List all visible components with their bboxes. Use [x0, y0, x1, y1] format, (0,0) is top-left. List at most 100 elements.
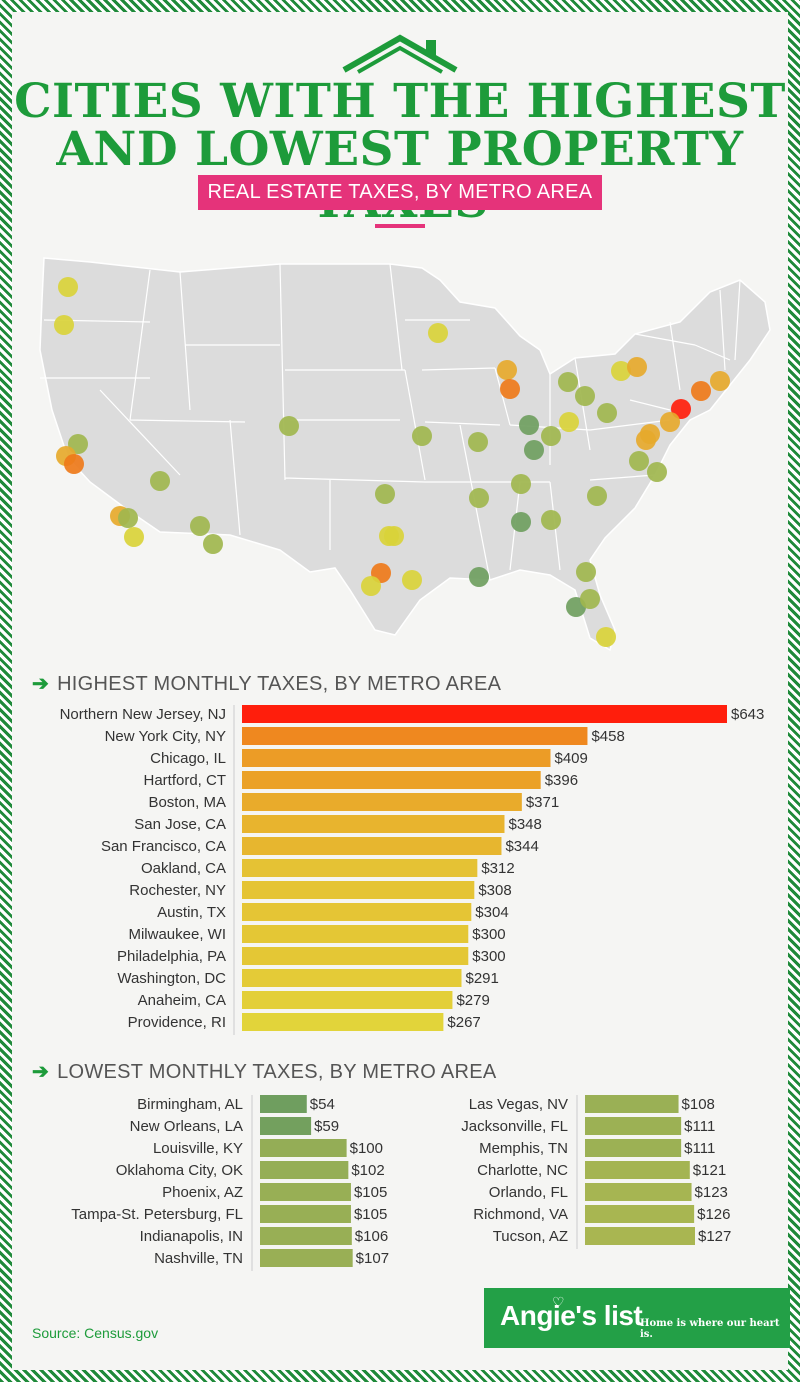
bar [242, 881, 475, 899]
bar [260, 1161, 349, 1179]
bar [585, 1205, 695, 1223]
brand-logo: Angie's list [500, 1300, 643, 1331]
metro-marker [597, 403, 617, 423]
highest-section-heading: ➔ HIGHEST MONTHLY TAXES, BY METRO AREA [32, 671, 501, 696]
category-label: Tampa-St. Petersburg, FL [71, 1206, 243, 1223]
metro-marker [576, 562, 596, 582]
data-label: $54 [310, 1096, 335, 1113]
data-label: $127 [698, 1228, 731, 1245]
bar [585, 1227, 695, 1245]
category-label: Birmingham, AL [137, 1096, 243, 1113]
category-label: Tucson, AZ [493, 1228, 568, 1245]
data-label: $643 [731, 706, 764, 723]
metro-marker [58, 277, 78, 297]
data-label: $409 [554, 750, 587, 767]
data-label: $371 [526, 794, 559, 811]
category-label: Oklahoma City, OK [116, 1162, 243, 1179]
metro-marker [469, 567, 489, 587]
data-label: $111 [684, 1118, 715, 1135]
bar [242, 749, 551, 767]
data-label: $59 [314, 1118, 339, 1135]
metro-marker [580, 589, 600, 609]
metro-marker [203, 534, 223, 554]
category-label: Northern New Jersey, NJ [60, 706, 226, 723]
metro-marker [468, 432, 488, 452]
data-label: $121 [693, 1162, 726, 1179]
metro-marker [660, 412, 680, 432]
metro-marker [611, 361, 631, 381]
metro-marker [150, 471, 170, 491]
bar [242, 837, 502, 855]
category-label: Phoenix, AZ [162, 1184, 243, 1201]
data-label: $108 [682, 1096, 715, 1113]
data-label: $279 [456, 992, 489, 1009]
bar [242, 1013, 444, 1031]
metro-marker [596, 627, 616, 647]
highest-chart-title: HIGHEST MONTHLY TAXES, BY METRO AREA [57, 673, 502, 695]
bar [242, 903, 472, 921]
metro-marker [279, 416, 299, 436]
metro-marker [541, 426, 561, 446]
data-label: $304 [475, 904, 508, 921]
metro-marker [511, 512, 531, 532]
category-label: New Orleans, LA [130, 1118, 243, 1135]
category-label: Hartford, CT [143, 772, 226, 789]
us-map [39, 257, 771, 652]
metro-marker [375, 484, 395, 504]
arrow-right-icon: ➔ [32, 673, 50, 695]
metro-marker [190, 516, 210, 536]
metro-marker [558, 372, 578, 392]
bar [260, 1139, 347, 1157]
data-label: $106 [355, 1228, 388, 1245]
bar [242, 969, 462, 987]
category-label: Las Vegas, NV [469, 1096, 568, 1113]
bar [260, 1227, 352, 1245]
bar [585, 1139, 682, 1157]
divider [375, 224, 425, 228]
data-label: $123 [695, 1184, 728, 1201]
bar [242, 925, 469, 943]
bar [242, 771, 541, 789]
category-label: New York City, NY [105, 728, 226, 745]
bar [260, 1117, 312, 1135]
bar [242, 947, 469, 965]
bar [242, 859, 478, 877]
bar [242, 727, 588, 745]
title-line-1: CITIES WITH THE HIGHEST [14, 74, 786, 129]
metro-marker [524, 440, 544, 460]
data-label: $308 [478, 882, 511, 899]
category-label: Richmond, VA [473, 1206, 568, 1223]
data-label: $267 [447, 1014, 480, 1031]
metro-marker [361, 576, 381, 596]
category-label: Providence, RI [128, 1014, 226, 1031]
data-label: $348 [508, 816, 541, 833]
data-label: $100 [350, 1140, 383, 1157]
category-label: Nashville, TN [154, 1250, 243, 1267]
category-label: Louisville, KY [153, 1140, 243, 1157]
category-label: Washington, DC [117, 970, 226, 987]
metro-marker [118, 508, 138, 528]
lowest-section-heading: ➔ LOWEST MONTHLY TAXES, BY METRO AREA [32, 1059, 497, 1084]
metro-marker [541, 510, 561, 530]
bar [260, 1183, 351, 1201]
metro-marker [647, 462, 667, 482]
category-label: Charlotte, NC [477, 1162, 568, 1179]
data-label: $107 [356, 1250, 389, 1267]
data-label: $300 [472, 948, 505, 965]
data-label: $126 [697, 1206, 730, 1223]
category-label: Boston, MA [148, 794, 226, 811]
metro-marker [54, 315, 74, 335]
category-label: Orlando, FL [489, 1184, 568, 1201]
house-icon [342, 34, 458, 74]
metro-marker [575, 386, 595, 406]
metro-marker [412, 426, 432, 446]
bar [260, 1095, 307, 1113]
bar [260, 1249, 353, 1267]
metro-marker [384, 526, 404, 546]
metro-marker [519, 415, 539, 435]
category-label: Austin, TX [157, 904, 226, 921]
category-label: Anaheim, CA [138, 992, 226, 1009]
data-label: $396 [545, 772, 578, 789]
metro-marker [511, 474, 531, 494]
